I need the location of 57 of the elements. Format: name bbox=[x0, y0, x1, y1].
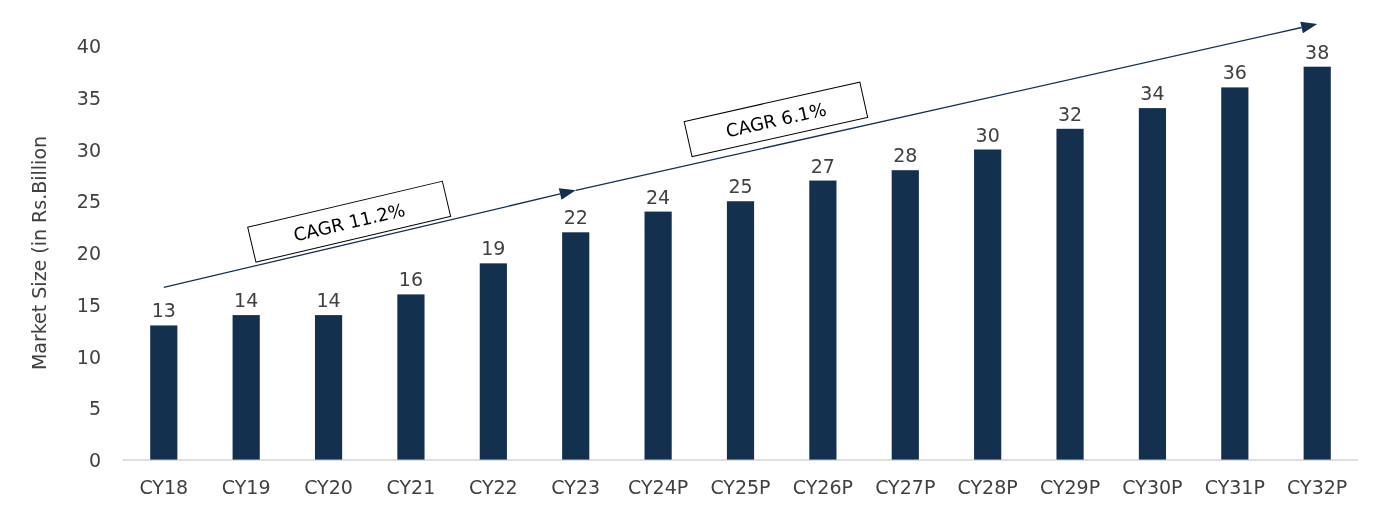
data-label: 22 bbox=[563, 206, 588, 229]
y-tick-label: 25 bbox=[76, 190, 101, 213]
x-tick-label: CY19 bbox=[221, 476, 271, 498]
bar bbox=[1056, 128, 1084, 460]
annotation: CAGR 6.1% bbox=[723, 98, 829, 142]
bar bbox=[1303, 66, 1331, 460]
x-tick-label: CY31P bbox=[1204, 476, 1265, 498]
data-label: 16 bbox=[398, 268, 424, 291]
x-tick-label: CY18 bbox=[139, 476, 189, 498]
bar bbox=[232, 315, 260, 460]
y-axis-title: Market Size (in Rs.Billion bbox=[28, 135, 50, 371]
data-label: 36 bbox=[1222, 61, 1247, 84]
y-tick-label: 30 bbox=[76, 138, 101, 161]
x-tick-label: CY28P bbox=[957, 476, 1018, 498]
x-tick-label: CY22 bbox=[468, 476, 518, 498]
bar bbox=[562, 232, 590, 460]
data-label: 38 bbox=[1305, 40, 1330, 63]
bar bbox=[809, 180, 837, 460]
bar bbox=[1221, 87, 1249, 460]
x-tick-label: CY20 bbox=[304, 476, 353, 498]
data-label: 27 bbox=[810, 154, 835, 177]
data-label: 19 bbox=[481, 237, 506, 260]
bar bbox=[726, 201, 755, 460]
bar bbox=[974, 149, 1002, 460]
data-label: 14 bbox=[316, 289, 341, 312]
x-tick-label: CY32P bbox=[1287, 476, 1348, 498]
bar bbox=[1138, 108, 1167, 460]
y-tick-label: 40 bbox=[76, 35, 101, 57]
x-tick-label: CY27P bbox=[875, 476, 936, 498]
x-tick-label: CY21 bbox=[386, 476, 436, 498]
x-tick-label: CY23 bbox=[551, 476, 601, 498]
data-label: 24 bbox=[646, 185, 671, 208]
y-tick-label: 0 bbox=[88, 449, 101, 471]
data-label: 13 bbox=[151, 299, 176, 322]
bar bbox=[644, 211, 672, 460]
y-tick-label: 10 bbox=[76, 345, 101, 368]
y-tick-label: 5 bbox=[88, 397, 101, 420]
bar bbox=[479, 263, 507, 460]
bar bbox=[891, 170, 919, 460]
bar bbox=[397, 294, 425, 460]
x-tick-label: CY25P bbox=[710, 476, 771, 498]
data-label: 32 bbox=[1057, 102, 1083, 125]
x-tick-label: CY30P bbox=[1122, 476, 1183, 498]
bar bbox=[150, 325, 178, 460]
y-tick-label: 20 bbox=[76, 242, 101, 264]
data-label: 34 bbox=[1140, 82, 1165, 105]
y-tick-label: 15 bbox=[76, 293, 101, 316]
annotation: CAGR 11.2% bbox=[291, 198, 408, 246]
bar bbox=[314, 315, 343, 460]
x-tick-label: CY26P bbox=[792, 476, 853, 498]
data-label: 30 bbox=[975, 123, 1000, 146]
data-label: 25 bbox=[728, 175, 753, 198]
data-label: 14 bbox=[234, 289, 259, 312]
x-tick-label: CY24P bbox=[628, 476, 689, 498]
data-label: 28 bbox=[893, 144, 918, 167]
y-tick-label: 35 bbox=[76, 86, 101, 109]
x-tick-label: CY29P bbox=[1039, 476, 1101, 498]
